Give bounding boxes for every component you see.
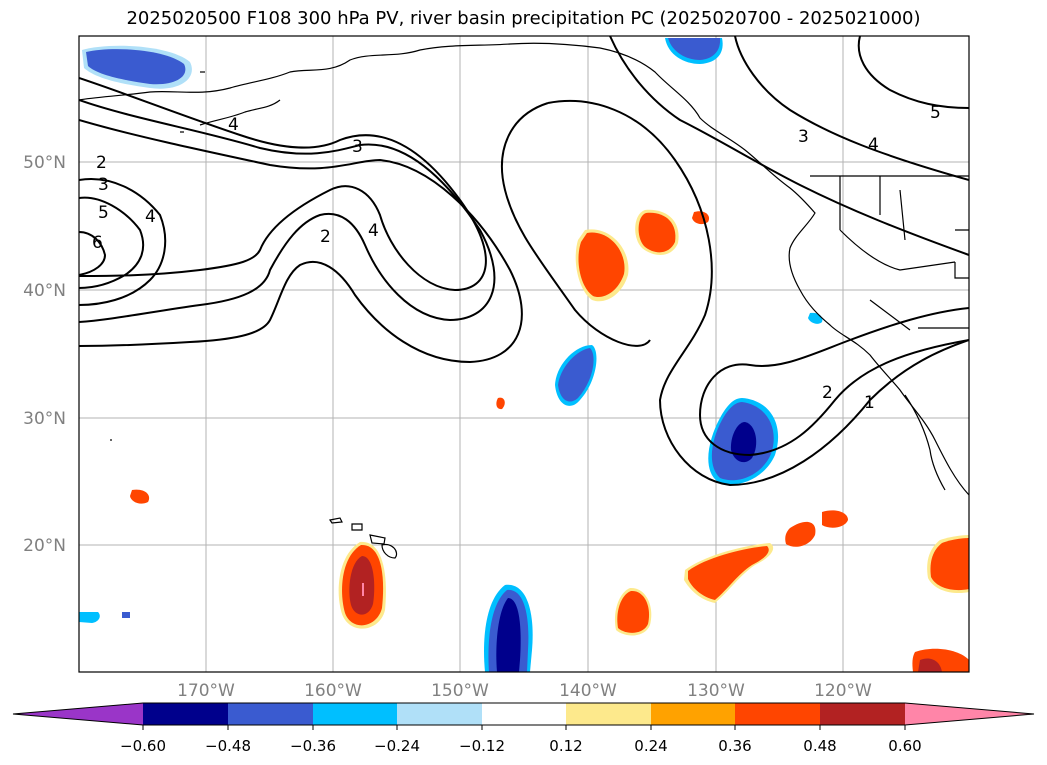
- colorbar-seg: [397, 703, 482, 725]
- hawaii-island: [381, 543, 398, 559]
- colorbar-seg: [13, 703, 143, 725]
- us-state-line: [839, 176, 969, 331]
- precip-patch: [79, 612, 100, 623]
- contour-label: 6: [92, 233, 103, 253]
- precip-patch: [617, 590, 650, 633]
- colorbar-seg: [482, 703, 566, 725]
- precip-patch: [496, 598, 521, 672]
- precip-patch: [822, 510, 848, 528]
- colorbar-tick-label: −0.24: [374, 737, 420, 755]
- contour-label: 2: [822, 383, 833, 403]
- colorbar-seg: [651, 703, 735, 725]
- precip-patch: [349, 556, 375, 615]
- map-frame: [78, 35, 970, 673]
- negative-precip-patches: [79, 38, 823, 672]
- colorbar-seg: [143, 703, 228, 725]
- colorbar-seg: [905, 703, 1034, 725]
- precip-patch: [558, 348, 594, 402]
- precip-patch: [578, 232, 625, 298]
- pv-contour: [501, 102, 651, 347]
- pv-contours: [79, 36, 969, 487]
- lon-label: 170°W: [177, 681, 235, 701]
- colorbar-tick-label: 0.24: [634, 737, 667, 755]
- lat-label: 50°N: [23, 153, 66, 173]
- pv-contour: [79, 99, 496, 323]
- contour-label: 4: [868, 135, 879, 155]
- colorbar-tick-label: 0.48: [803, 737, 836, 755]
- colorbar: −0.60 −0.48 −0.36 −0.24 −0.12 0.12 0.24 …: [12, 702, 1035, 755]
- precip-patch: [668, 38, 721, 60]
- contour-label: 2: [320, 227, 331, 247]
- colorbar-seg: [313, 703, 397, 725]
- precip-patch: [638, 212, 676, 253]
- contour-label: 4: [228, 115, 239, 135]
- precip-patch: [730, 422, 757, 463]
- contour-label: 3: [798, 127, 809, 147]
- precip-patch: [130, 489, 150, 504]
- contour-label: 4: [368, 221, 379, 241]
- hawaii-island: [351, 523, 363, 531]
- precip-patch: [496, 397, 505, 410]
- colorbar-tick-label: −0.60: [120, 737, 166, 755]
- colorbar-tick-label: −0.12: [459, 737, 505, 755]
- colorbar-tick-label: −0.36: [290, 737, 336, 755]
- precip-patch: [86, 49, 186, 85]
- lat-label: 30°N: [23, 409, 66, 429]
- coastlines: [79, 42, 969, 559]
- map-area: 2 3 5 4 6 4 3 2 4 3 4 5 2 1: [79, 36, 969, 672]
- precip-patch: [688, 546, 769, 600]
- colorbar-tick-label: −0.48: [205, 737, 251, 755]
- contour-label: 5: [930, 103, 941, 123]
- precip-patch: [930, 538, 969, 591]
- contour-label: 3: [98, 175, 109, 195]
- pv-contour: [547, 99, 969, 487]
- pv-contour: [857, 36, 969, 109]
- lon-label: 160°W: [304, 681, 362, 701]
- pv-contour: [79, 178, 167, 306]
- alaska-coast: [79, 42, 969, 496]
- precip-patch: [785, 521, 816, 547]
- positive-precip-patches: [130, 209, 969, 672]
- precip-patch: [122, 612, 130, 618]
- contour-labels: 2 3 5 4 6 4 3 2 4 3 4 5 2 1: [92, 103, 941, 413]
- lon-label: 150°W: [431, 681, 489, 701]
- pv-contour: [734, 36, 969, 181]
- pv-contour: [79, 119, 523, 364]
- pv-contour: [79, 196, 145, 289]
- colorbar-tick-label: 0.12: [549, 737, 582, 755]
- baja-coast: [904, 394, 946, 491]
- lon-label: 130°W: [687, 681, 745, 701]
- contour-label: 4: [145, 207, 156, 227]
- colorbar-seg: [820, 703, 905, 725]
- contour-label: 2: [96, 153, 107, 173]
- precip-patch: [918, 658, 942, 672]
- latitude-labels: 50°N 40°N 30°N 20°N: [23, 153, 66, 556]
- colorbar-seg: [735, 703, 820, 725]
- precip-patch: [362, 583, 364, 596]
- pv-contour: [79, 231, 107, 276]
- pv-contour: [609, 36, 969, 256]
- colorbar-tick-label: 0.36: [718, 737, 751, 755]
- alaska-coast: [199, 99, 281, 126]
- map-title: 2025020500 F108 300 hPa PV, river basin …: [126, 8, 921, 29]
- lat-label: 20°N: [23, 536, 66, 556]
- contour-label: 1: [864, 393, 875, 413]
- contour-label: 3: [352, 137, 363, 157]
- colorbar-seg: [566, 703, 651, 725]
- hawaii-island: [329, 517, 343, 524]
- colorbar-seg: [228, 703, 313, 725]
- lon-label: 120°W: [814, 681, 872, 701]
- lon-label: 140°W: [559, 681, 617, 701]
- lat-label: 40°N: [23, 281, 66, 301]
- pv-contour: [79, 77, 487, 292]
- contour-label: 5: [98, 203, 109, 223]
- colorbar-tick-label: 0.60: [888, 737, 921, 755]
- longitude-labels: 170°W 160°W 150°W 140°W 130°W 120°W: [177, 681, 872, 701]
